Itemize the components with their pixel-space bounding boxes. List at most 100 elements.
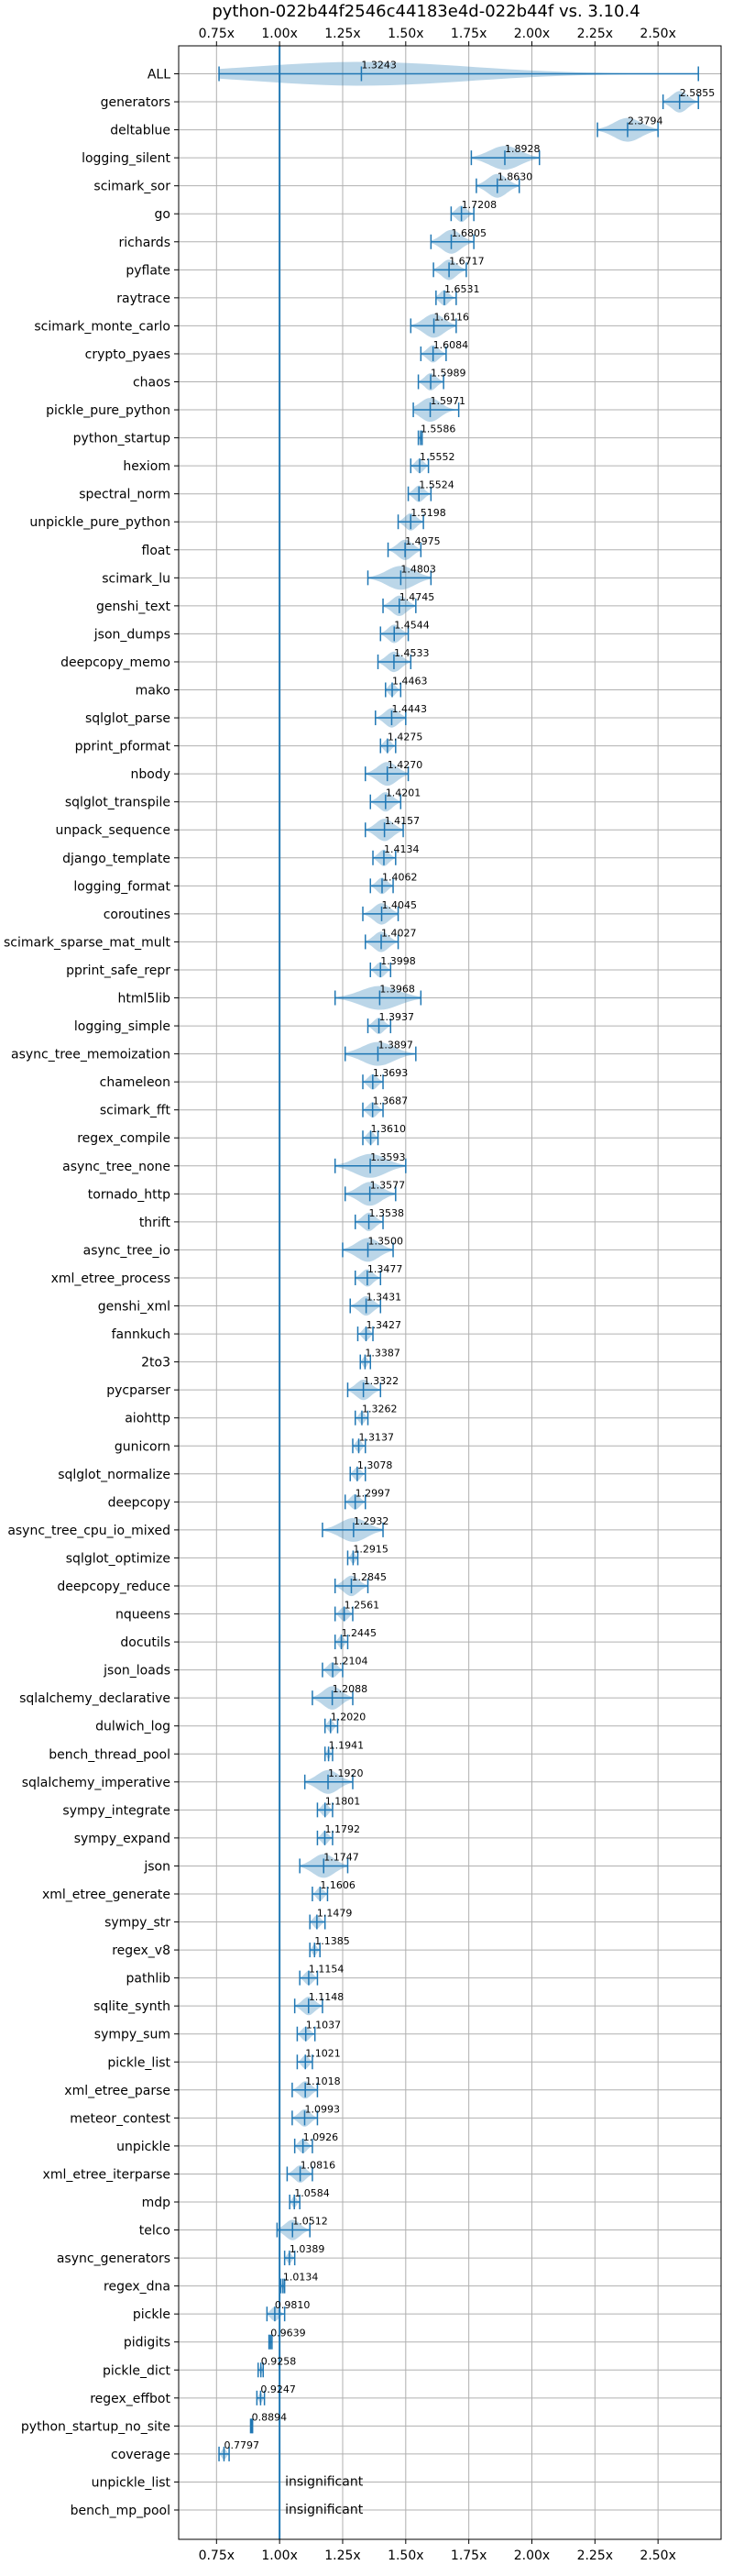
value-label: 1.6084 bbox=[433, 339, 469, 351]
x-tick-label-bottom: 0.75x bbox=[199, 2548, 235, 2563]
category-label: sympy_integrate bbox=[62, 1803, 170, 1818]
violin-fannkuch bbox=[356, 1327, 374, 1342]
category-label: nqueens bbox=[115, 1608, 170, 1623]
value-label: 1.3262 bbox=[362, 1404, 398, 1415]
x-tick-label-top: 2.25x bbox=[577, 27, 613, 41]
violin-meteor_contest bbox=[291, 2108, 319, 2127]
violin-docutils bbox=[334, 1635, 349, 1650]
violin-deltablue bbox=[596, 117, 659, 142]
value-label: 1.4544 bbox=[394, 619, 430, 631]
category-label: xml_etree_parse bbox=[64, 2084, 170, 2098]
violin-float bbox=[387, 539, 422, 560]
value-label: 1.4275 bbox=[388, 732, 423, 743]
category-label: pprint_safe_repr bbox=[66, 963, 170, 978]
category-label: logging_format bbox=[73, 879, 170, 894]
violin-sqlite_synth bbox=[293, 1997, 323, 2016]
category-label: sqlglot_normalize bbox=[58, 1468, 170, 1482]
category-label: ALL bbox=[148, 68, 170, 83]
category-label: chaos bbox=[133, 376, 170, 391]
violin-sqlalchemy_declarative bbox=[312, 1686, 354, 1710]
category-label: pickle bbox=[133, 2307, 170, 2322]
violin-richards bbox=[430, 229, 475, 254]
category-label: hexiom bbox=[123, 459, 170, 474]
violin-aiohttp bbox=[354, 1410, 369, 1426]
value-label: 1.3387 bbox=[365, 1348, 400, 1360]
violin-sympy_str bbox=[309, 1914, 326, 1930]
violin-unpickle_pure_python bbox=[397, 512, 424, 531]
category-label: sqlglot_optimize bbox=[66, 1551, 170, 1566]
category-label: richards bbox=[119, 236, 171, 250]
violin-regex_v8 bbox=[309, 1943, 321, 1958]
value-label: 1.8630 bbox=[498, 171, 533, 183]
category-label: async_tree_cpu_io_mixed bbox=[7, 1524, 170, 1538]
value-label: 1.4803 bbox=[400, 563, 436, 575]
value-label: 1.0584 bbox=[294, 2187, 330, 2199]
violin-tornado_http bbox=[344, 1182, 397, 1206]
value-label: 1.7208 bbox=[462, 199, 498, 211]
value-label: 1.4134 bbox=[384, 843, 420, 855]
violin-pickle_list bbox=[296, 2054, 313, 2070]
value-label: 1.4157 bbox=[385, 815, 421, 827]
category-label: pycparser bbox=[106, 1383, 170, 1398]
value-label: 1.1018 bbox=[305, 2075, 341, 2087]
category-label: sympy_str bbox=[104, 1916, 170, 1931]
category-label: unpickle bbox=[116, 2140, 170, 2154]
value-label: 1.3998 bbox=[380, 955, 416, 967]
category-label: deepcopy bbox=[108, 1495, 170, 1510]
category-label: chameleon bbox=[100, 1075, 170, 1090]
category-label: xml_etree_iterparse bbox=[43, 2167, 170, 2182]
category-label: pidigits bbox=[124, 2336, 170, 2350]
category-label: xml_etree_generate bbox=[42, 1888, 170, 1902]
value-label: 1.3243 bbox=[361, 60, 397, 72]
violin-nqueens bbox=[334, 1606, 354, 1622]
value-label: 1.3968 bbox=[379, 984, 415, 996]
category-label: bench_mp_pool bbox=[71, 2504, 170, 2518]
value-label: 1.3693 bbox=[373, 1067, 409, 1079]
category-label: fannkuch bbox=[112, 1327, 170, 1342]
value-label: 1.6116 bbox=[434, 311, 469, 323]
category-label: sympy_expand bbox=[74, 1832, 170, 1846]
category-label: json_dumps bbox=[93, 627, 170, 642]
x-tick-label-bottom: 2.00x bbox=[514, 2548, 550, 2563]
category-label: unpack_sequence bbox=[56, 823, 170, 838]
violin-2to3 bbox=[359, 1354, 372, 1370]
value-label: 1.1385 bbox=[314, 1935, 350, 1947]
value-label: 1.1792 bbox=[324, 1823, 360, 1835]
value-label: 1.6531 bbox=[444, 283, 480, 295]
value-label: 1.5989 bbox=[431, 368, 466, 380]
value-label: 1.4443 bbox=[391, 703, 427, 715]
value-label: 1.3477 bbox=[367, 1263, 403, 1275]
value-label: 1.3538 bbox=[369, 1207, 405, 1219]
violin-pycparser bbox=[346, 1380, 382, 1401]
category-label: pyflate bbox=[126, 263, 170, 278]
violin-logging_silent bbox=[470, 146, 541, 171]
category-label: spectral_norm bbox=[79, 488, 170, 502]
x-tick-label-top: 1.50x bbox=[388, 27, 423, 41]
value-label: 1.1021 bbox=[305, 2047, 341, 2059]
value-label: 2.5855 bbox=[680, 87, 716, 99]
violin-logging_simple bbox=[366, 1018, 392, 1034]
violin-scimark_monte_carlo bbox=[410, 314, 457, 338]
value-label: 1.5198 bbox=[410, 507, 446, 519]
violin-pyflate bbox=[432, 259, 467, 281]
violin-async_generators bbox=[283, 2251, 296, 2266]
violin-crypto_pyaes bbox=[420, 345, 447, 363]
category-label: logging_silent bbox=[82, 151, 170, 166]
violin-xml_etree_iterparse bbox=[286, 2165, 313, 2183]
value-labels: 1.3243 2.5855 2.3794 1.8928 1.8630 1.7208 1.68… bbox=[224, 60, 715, 2518]
value-label: 1.4975 bbox=[405, 535, 441, 547]
value-label: 1.1154 bbox=[309, 1964, 345, 1976]
chart-title: python-022b44f2546c44183e4d-022b44f vs. … bbox=[212, 2, 640, 21]
violin-regex_compile bbox=[362, 1130, 379, 1146]
value-label: 1.4463 bbox=[392, 676, 428, 688]
category-label: json bbox=[143, 1859, 170, 1874]
value-label: 1.5552 bbox=[420, 451, 455, 463]
violin-json_dumps bbox=[379, 624, 410, 644]
violin-mako bbox=[385, 682, 402, 698]
value-label: 1.3937 bbox=[379, 1011, 415, 1023]
x-tick-label-bottom: 1.50x bbox=[388, 2548, 423, 2563]
violin-pprint_safe_repr bbox=[369, 962, 392, 978]
value-label: 1.2020 bbox=[331, 1712, 366, 1723]
category-label: docutils bbox=[120, 1635, 170, 1650]
violin-sympy_integrate bbox=[316, 1802, 334, 1818]
